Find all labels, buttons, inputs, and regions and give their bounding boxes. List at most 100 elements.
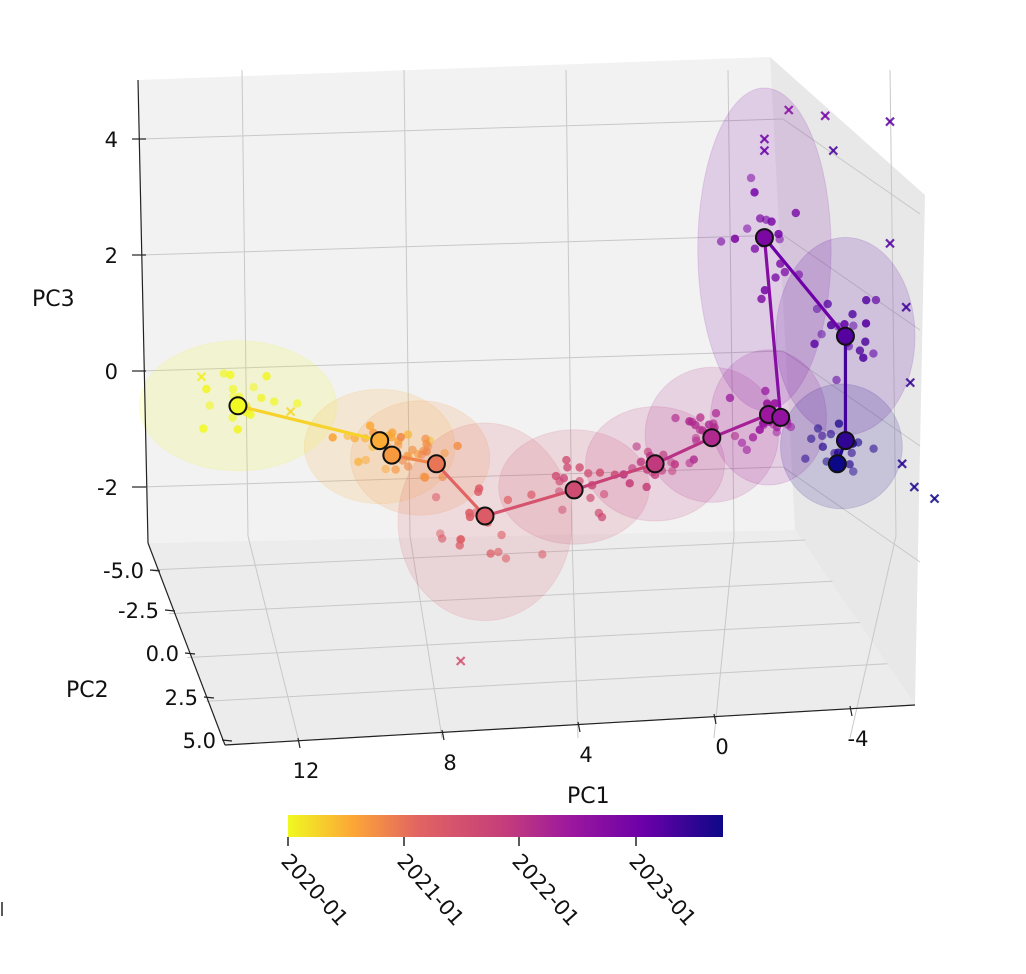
pc1-tick-mark	[297, 737, 301, 749]
sample-point	[849, 321, 858, 330]
pc2-tick-label: -5.0	[103, 559, 144, 583]
sample-point	[328, 433, 337, 442]
sample-point	[780, 267, 790, 277]
pc3-tick-label: -2	[97, 476, 118, 500]
sample-point	[748, 433, 758, 442]
sample-point	[226, 370, 235, 380]
pc1-tick-label: 4	[579, 743, 592, 767]
grid-line-pc3-back	[140, 118, 784, 140]
sample-point	[696, 413, 705, 422]
sample-point	[575, 463, 584, 472]
trajectory-segment	[710, 412, 771, 440]
pc1-axis-line	[224, 704, 916, 746]
outlier-marker	[828, 145, 839, 156]
sample-point	[670, 460, 680, 469]
grid-lines	[140, 69, 921, 746]
sample-point	[832, 375, 841, 385]
sample-point	[807, 434, 816, 443]
sample-point	[558, 505, 567, 515]
sample-point	[848, 309, 857, 319]
sample-point	[494, 547, 503, 557]
sample-point	[818, 442, 828, 452]
sample-point	[755, 425, 764, 435]
trajectory-segment	[762, 236, 783, 419]
sample-point	[737, 438, 747, 448]
sample-point	[527, 490, 536, 499]
centroid-marker	[702, 428, 722, 448]
pc1-tick-label: -4	[848, 727, 869, 751]
sample-point	[671, 413, 680, 423]
sample-point	[743, 224, 752, 233]
pc1-tick-mark	[713, 713, 717, 725]
sample-point	[562, 455, 571, 465]
sample-point	[391, 465, 400, 474]
pc3-ticks: -2 0 2 4	[97, 128, 146, 500]
sample-point	[688, 417, 697, 427]
grid-line-pc1-back	[727, 69, 735, 537]
trajectory-segment	[434, 462, 487, 518]
pc2-axis-line	[147, 542, 226, 746]
sample-point	[597, 512, 607, 522]
colorbar-tick-label: 2023-01	[624, 849, 701, 930]
sample-point	[456, 535, 466, 544]
sample-point	[668, 466, 677, 476]
sample-point	[771, 273, 780, 282]
pc2-tick-label: -2.5	[118, 599, 159, 623]
sample-point	[249, 383, 258, 392]
centroid-marker	[228, 396, 248, 416]
side-pane-yz	[770, 57, 925, 705]
pc3-tick-label: 2	[105, 244, 118, 268]
sample-point	[408, 445, 417, 455]
centroid-marker	[835, 326, 855, 346]
sample-point	[810, 339, 819, 349]
sample-point	[583, 469, 593, 478]
outlier-marker	[901, 302, 911, 312]
sample-point	[599, 489, 609, 499]
grid-line-pc3-side	[782, 118, 921, 215]
sample-point	[861, 319, 871, 328]
sample-point	[730, 234, 740, 243]
sample-point	[228, 384, 238, 394]
grid-line-pc1-back	[241, 69, 249, 537]
pc2-tick-mark	[203, 696, 215, 699]
pc2-tick-label: 0.0	[146, 642, 179, 666]
sample-point	[202, 384, 211, 394]
pc1-tick-label: 0	[715, 735, 728, 759]
grid-line-pc1-floor	[247, 535, 299, 739]
pc3-tick-label: 4	[105, 128, 118, 152]
sample-point	[757, 294, 766, 304]
sample-point	[440, 448, 449, 458]
sample-point	[760, 286, 770, 295]
sample-point	[354, 457, 363, 467]
pc1-axis-label: PC1	[567, 784, 610, 809]
trajectory-segment	[483, 488, 576, 518]
grid-line-pc3-side	[782, 350, 921, 447]
sample-point	[396, 432, 406, 442]
sample-point	[691, 433, 701, 443]
grid-line-pc1-back	[565, 69, 573, 537]
sample-point	[711, 409, 721, 418]
sample-point	[417, 450, 426, 459]
pc1-ticks: 12 8 4 0 -4	[293, 705, 869, 783]
sample-point	[219, 369, 228, 378]
sample-point	[423, 442, 433, 451]
sample-point	[503, 495, 513, 505]
sample-point	[269, 397, 279, 406]
colorbar-ticks: 2020-01 2021-01 2022-01 2023-01	[276, 837, 701, 931]
sample-point	[497, 530, 506, 540]
sample-point	[849, 467, 858, 476]
centroid-marker	[475, 506, 495, 526]
sample-point	[847, 448, 856, 458]
grid-line-pc2-floor	[149, 539, 806, 571]
centroid-marker	[382, 445, 402, 465]
outlier-marker	[885, 238, 895, 249]
sample-point	[730, 431, 740, 441]
centroid-marker	[564, 480, 584, 500]
sample-point	[834, 419, 844, 428]
pc1-tick-mark	[849, 705, 853, 717]
sample-point	[862, 295, 871, 305]
sample-point	[791, 208, 801, 218]
centroid-marker	[771, 407, 791, 427]
sample-point	[642, 482, 651, 492]
sample-point	[419, 472, 429, 481]
